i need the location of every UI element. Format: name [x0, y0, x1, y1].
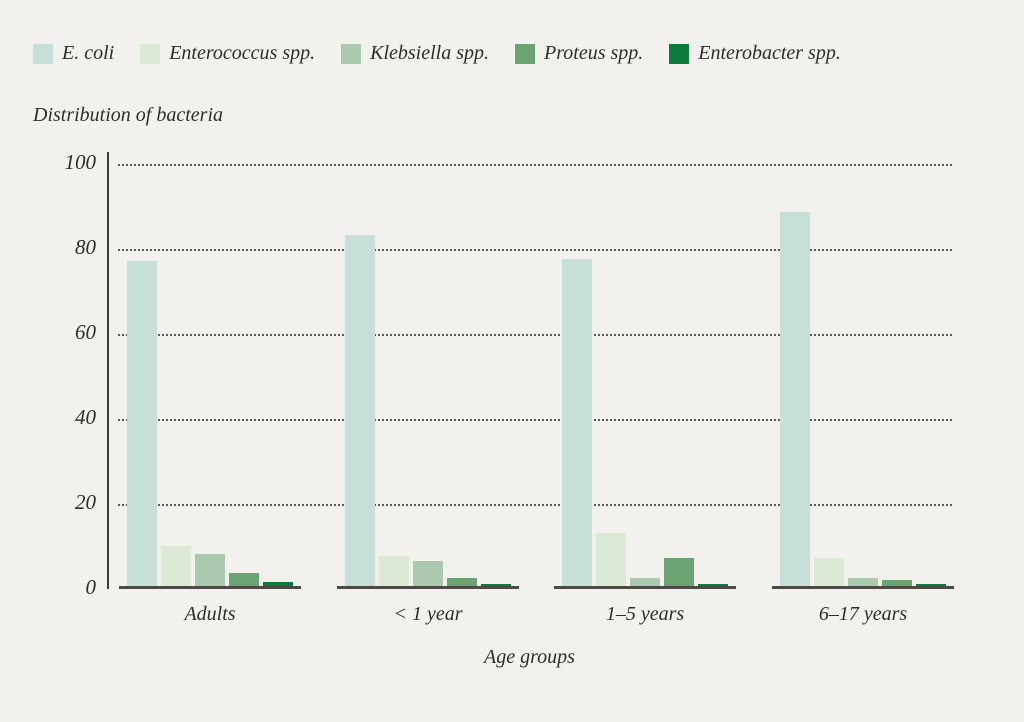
bar-group-6-17-years: [772, 212, 954, 589]
bar-e-coli-1-year: [345, 235, 375, 586]
legend: E. coli Enterococcus spp. Klebsiella spp. P…: [33, 42, 841, 65]
bars-1-year: [337, 235, 519, 586]
legend-label: Enterococcus spp.: [169, 42, 316, 64]
x-category-label-adults: Adults: [184, 603, 236, 625]
x-axis-baseline-adults: [119, 586, 301, 589]
bars-adults: [119, 260, 301, 586]
chart-title: Distribution of bacteria: [33, 104, 223, 126]
x-axis-baseline-1-5-years: [554, 586, 736, 589]
bar-proteus-spp-adults: [229, 573, 259, 586]
x-category-label-1-year: < 1 year: [393, 603, 463, 625]
bar-enterococcus-spp-1-year: [379, 556, 409, 586]
legend-label: Klebsiella spp.: [370, 42, 489, 64]
legend-swatch-e-coli: [33, 43, 53, 64]
legend-label: Proteus spp.: [544, 42, 644, 64]
gridline-40: [118, 418, 952, 421]
bar-proteus-spp-1-year: [447, 577, 477, 586]
x-axis-title: Age groups: [484, 646, 575, 668]
legend-item-enterobacter-spp: Enterobacter spp.: [669, 42, 841, 65]
legend-item-proteus-spp: Proteus spp.: [515, 42, 643, 65]
bar-proteus-spp-6-17-years: [882, 579, 912, 586]
legend-swatch-proteus-spp: [515, 43, 535, 64]
bar-e-coli-adults: [127, 260, 157, 586]
bar-klebsiella-spp-1-5-years: [630, 577, 660, 586]
x-axis-baseline-6-17-years: [772, 586, 954, 589]
y-tick-label-0: 0: [85, 574, 97, 599]
y-axis-line: [107, 152, 109, 589]
bar-enterobacter-spp-1-5-years: [698, 583, 728, 586]
legend-swatch-enterobacter-spp: [669, 43, 690, 64]
gridline-60: [118, 333, 952, 336]
bar-group-adults: [119, 260, 301, 589]
bar-enterobacter-spp-6-17-years: [916, 583, 946, 586]
legend-item-e-coli: E. coli: [33, 42, 114, 65]
bar-enterococcus-spp-adults: [161, 545, 191, 586]
bar-group-1-5-years: [554, 258, 736, 589]
y-tick-label-40: 40: [75, 404, 96, 429]
bar-klebsiella-spp-6-17-years: [848, 577, 878, 586]
bar-enterobacter-spp-1-year: [481, 583, 511, 586]
x-axis-baseline-1-year: [337, 586, 519, 589]
y-tick-label-60: 60: [75, 319, 96, 344]
legend-label: Enterobacter spp.: [698, 42, 841, 64]
gridline-100: [118, 163, 952, 166]
bar-enterococcus-spp-6-17-years: [814, 558, 844, 586]
bar-proteus-spp-1-5-years: [664, 558, 694, 586]
bar-group-1-year: [337, 235, 519, 589]
bar-klebsiella-spp-adults: [195, 554, 225, 586]
bar-klebsiella-spp-1-year: [413, 560, 443, 586]
bar-enterococcus-spp-1-5-years: [596, 532, 626, 586]
bars-6-17-years: [772, 212, 954, 586]
legend-item-enterococcus-spp: Enterococcus spp.: [140, 42, 315, 65]
y-tick-label-20: 20: [75, 489, 96, 514]
x-category-label-1-5-years: 1–5 years: [605, 603, 685, 625]
y-tick-label-80: 80: [75, 234, 96, 259]
y-tick-label-100: 100: [64, 149, 97, 174]
gridline-80: [118, 248, 952, 251]
x-category-label-6-17-years: 6–17 years: [818, 603, 908, 625]
legend-swatch-klebsiella-spp: [341, 43, 362, 64]
bars-1-5-years: [554, 258, 736, 586]
plot-area: [107, 152, 954, 589]
legend-item-klebsiella-spp: Klebsiella spp.: [341, 42, 489, 65]
bar-e-coli-1-5-years: [562, 258, 592, 586]
legend-label: E. coli: [62, 42, 115, 64]
legend-swatch-enterococcus-spp: [140, 43, 161, 64]
bar-e-coli-6-17-years: [780, 212, 810, 586]
bar-enterobacter-spp-adults: [263, 581, 293, 586]
gridline-20: [118, 503, 952, 506]
